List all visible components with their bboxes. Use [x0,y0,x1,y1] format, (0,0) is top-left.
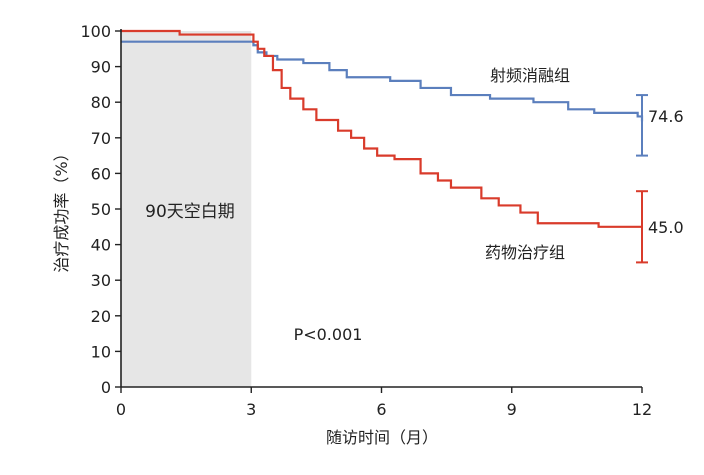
y-tick-label: 80 [91,93,111,112]
final-value-label-rfa: 74.6 [648,107,684,126]
series-layer [121,29,648,264]
x-tick-label: 0 [116,400,126,419]
series-line-1 [121,29,642,228]
y-tick-label: 10 [91,342,111,361]
y-tick-label: 40 [91,236,111,255]
ticks-layer: 0 10 20 30 40 50 60 70 80 90 100 0 3 6 9 12 [80,22,652,419]
y-tick-label: 30 [91,271,111,290]
y-tick-label: 60 [91,164,111,183]
y-tick-label: 70 [91,129,111,148]
p-value-annotation: P<0.001 [294,325,363,344]
x-tick-label: 9 [507,400,517,419]
series-line-0 [121,40,644,122]
y-tick-label: 50 [91,200,111,219]
blanking-period-label: 90天空白期 [145,202,235,222]
y-tick-label: 20 [91,307,111,326]
series-label-drug: 药物治疗组 [485,243,565,262]
x-tick-label: 12 [632,400,652,419]
x-axis-title: 随访时间（月） [326,428,438,447]
y-tick-label: 100 [80,22,111,41]
y-tick-label: 0 [101,378,111,397]
y-tick-label: 90 [91,58,111,77]
x-tick-label: 6 [376,400,386,419]
x-tick-label: 3 [246,400,256,419]
final-value-label-drug: 45.0 [648,218,684,237]
y-axis-title: 治疗成功率（%） [52,145,71,272]
series-label-rfa: 射频消融组 [490,66,570,85]
blanking-period-area [121,31,252,387]
